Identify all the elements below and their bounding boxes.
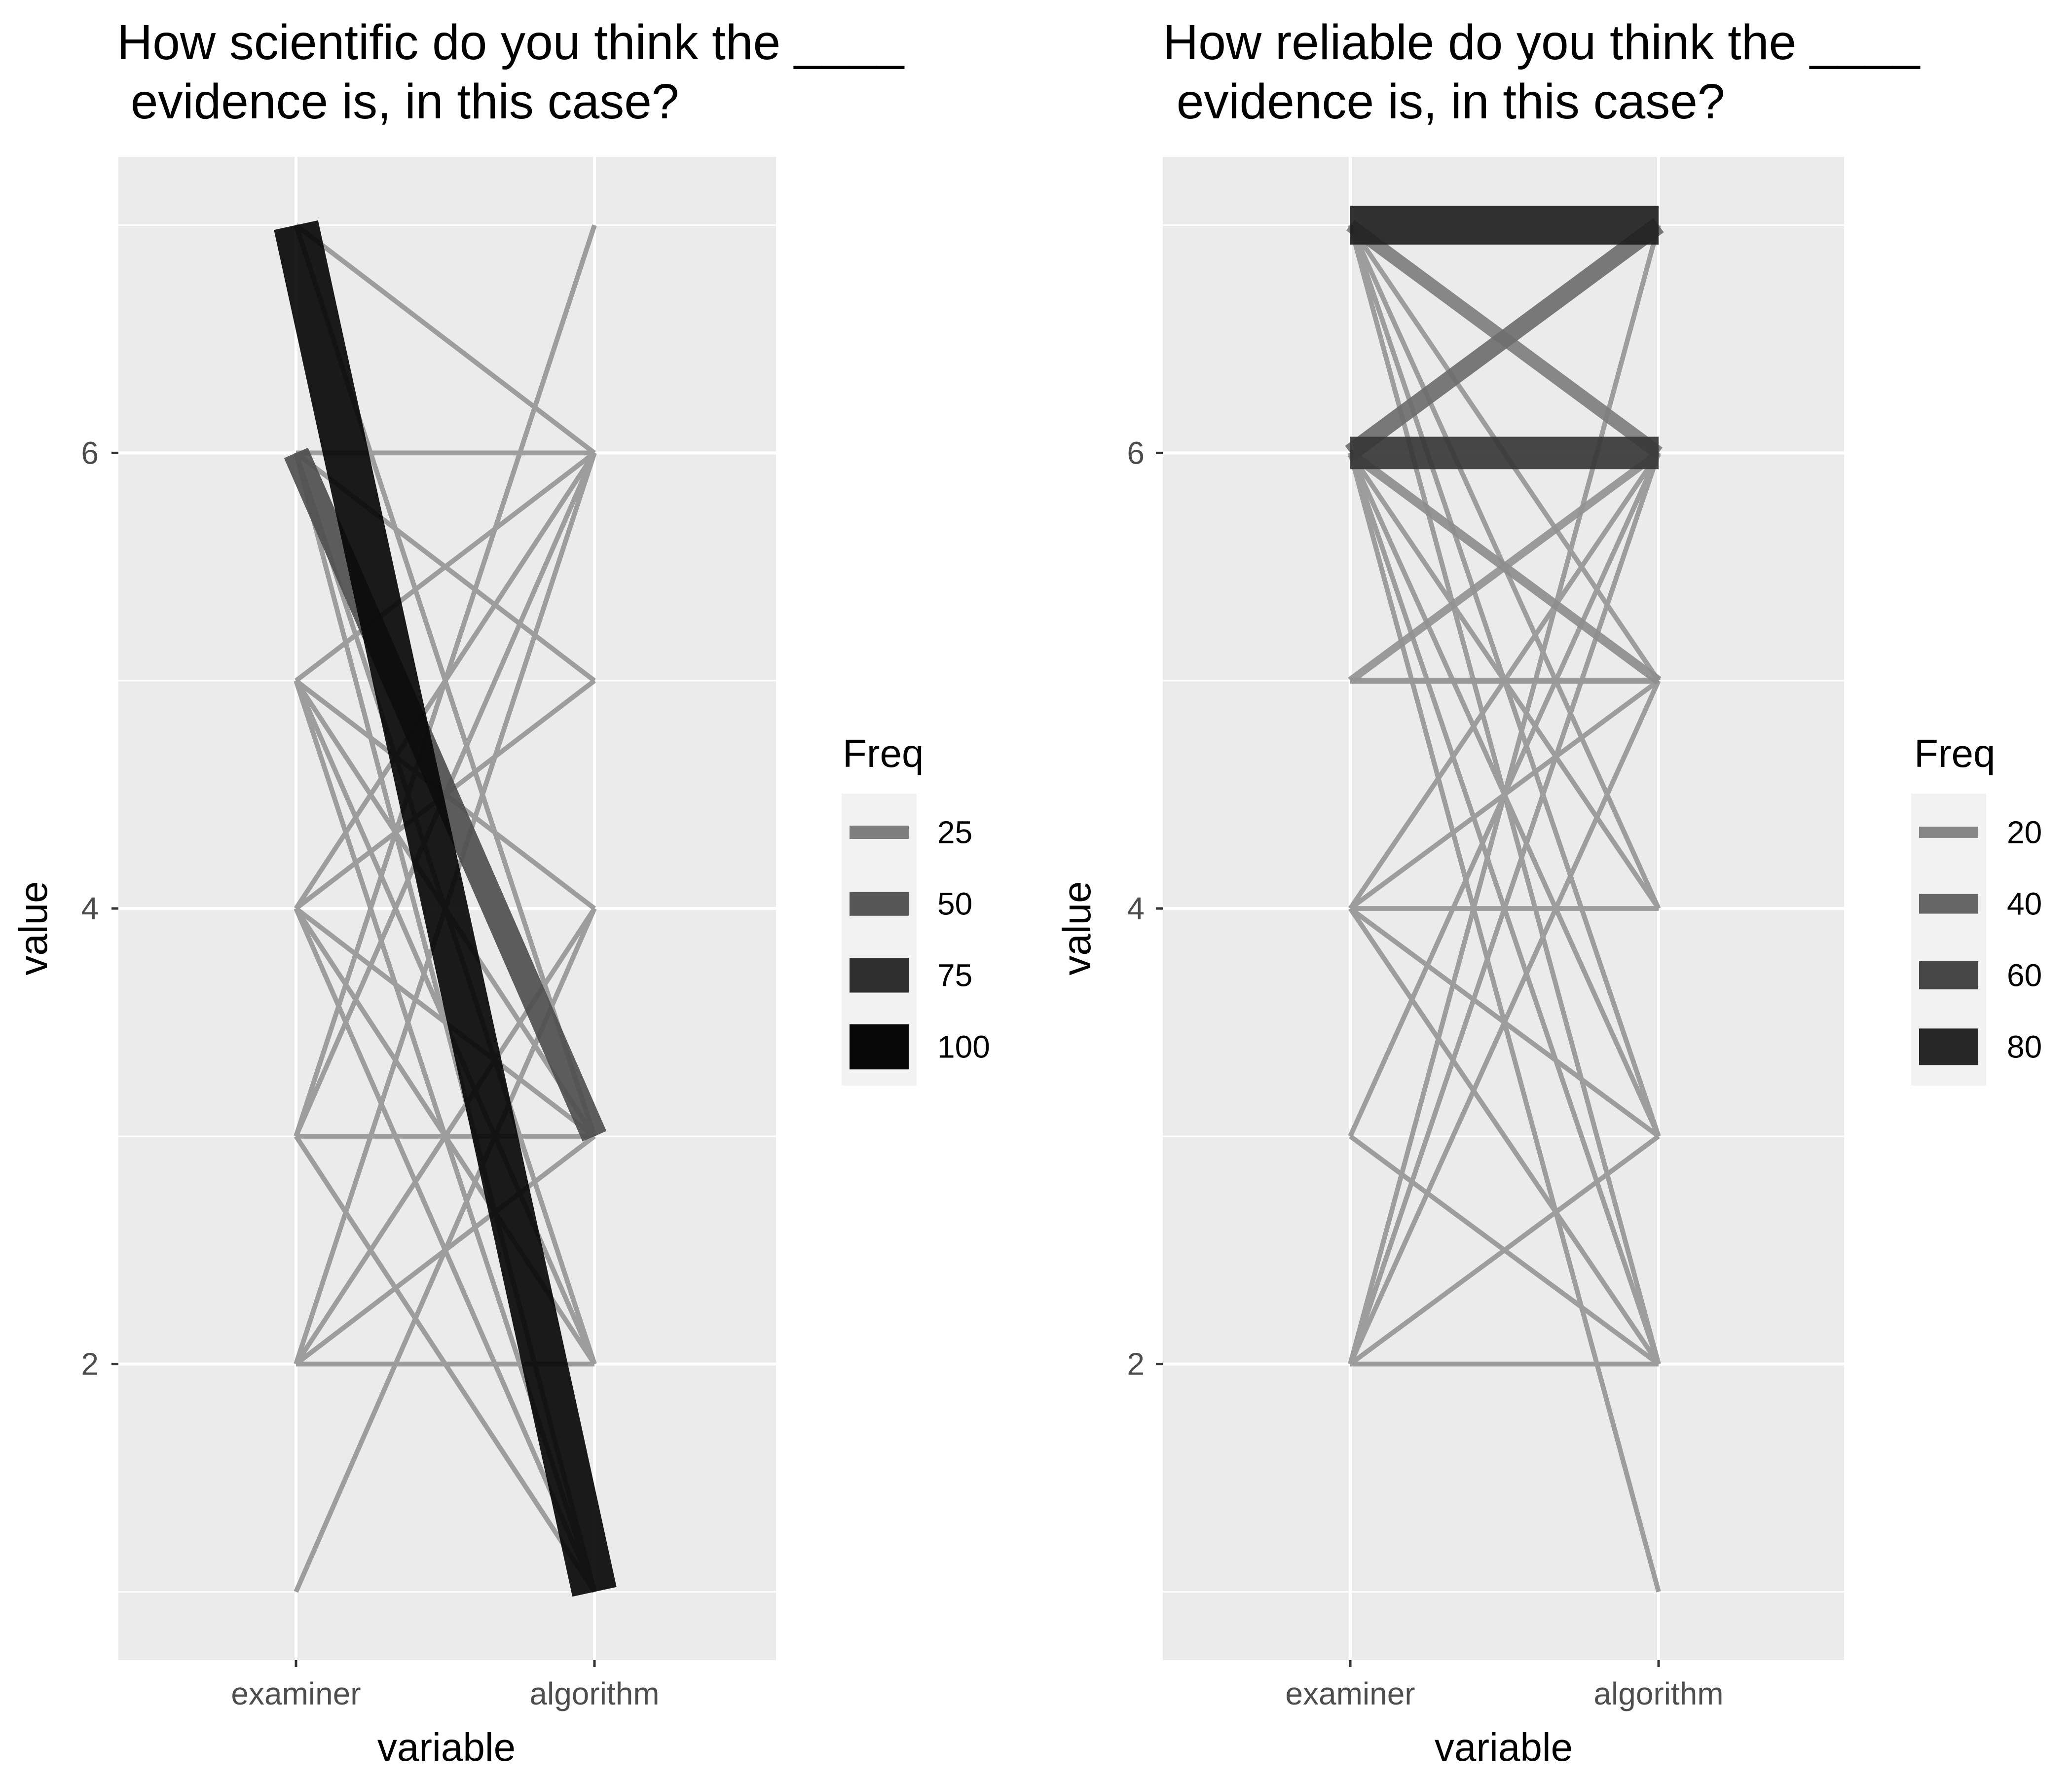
legend: Freq 25 50 75 100: [842, 731, 990, 1086]
y-tick-label: 4: [81, 891, 99, 926]
data-segment: [1348, 452, 1661, 1365]
y-tick-label: 6: [81, 435, 99, 471]
chart-panel-1: How scientific do you think the ____ evi…: [11, 15, 990, 1769]
data-segment: [294, 224, 597, 1137]
x-tick-label: algorithm: [529, 1676, 659, 1711]
legend-label: 40: [2007, 886, 2042, 922]
legend-label: 20: [2007, 815, 2042, 850]
data-segment: [1348, 680, 1661, 1365]
legend-title: Freq: [843, 731, 924, 775]
chart-title-line-2: evidence is, in this case?: [1163, 74, 1725, 129]
x-tick-label: examiner: [231, 1676, 361, 1711]
legend: Freq 20 40 60 80: [1911, 731, 2042, 1086]
legend-title: Freq: [1914, 731, 1996, 775]
legend-label: 50: [937, 886, 972, 922]
x-axis-title: variable: [377, 1725, 516, 1769]
data-segment: [274, 220, 617, 1597]
x-tick-label: algorithm: [1593, 1676, 1723, 1711]
x-tick-label: examiner: [1285, 1676, 1415, 1711]
y-tick-label: 2: [1127, 1346, 1145, 1382]
y-tick-label: 6: [1127, 435, 1145, 471]
legend-label: 25: [937, 815, 972, 850]
legend-label: 80: [2007, 1029, 2042, 1065]
legend-label: 100: [937, 1029, 990, 1065]
chart-title-line-2: evidence is, in this case?: [117, 74, 679, 129]
chart-title-line-1: How scientific do you think the ____: [117, 15, 905, 70]
chart-panel-2: How reliable do you think the ____ evide…: [1055, 15, 2042, 1769]
data-segment: [1349, 1134, 1660, 1366]
data-segment: [1347, 449, 1662, 685]
y-tick-label: 2: [81, 1346, 99, 1382]
y-axis-title: value: [1055, 881, 1099, 975]
data-segment: [294, 907, 597, 1366]
data-segment: [295, 451, 596, 683]
chart-title-line-1: How reliable do you think the ____: [1163, 15, 1921, 70]
legend-label: 75: [937, 958, 972, 993]
legend-label: 60: [2007, 958, 2042, 993]
data-segment: [295, 223, 596, 455]
data-segment: [1348, 907, 1661, 1366]
y-tick-label: 4: [1127, 891, 1145, 926]
data-segment: [284, 447, 607, 1142]
x-axis-title: variable: [1435, 1725, 1573, 1769]
data-segment: [295, 907, 596, 1138]
y-axis-title: value: [11, 881, 55, 975]
data-segment: [1345, 218, 1664, 460]
